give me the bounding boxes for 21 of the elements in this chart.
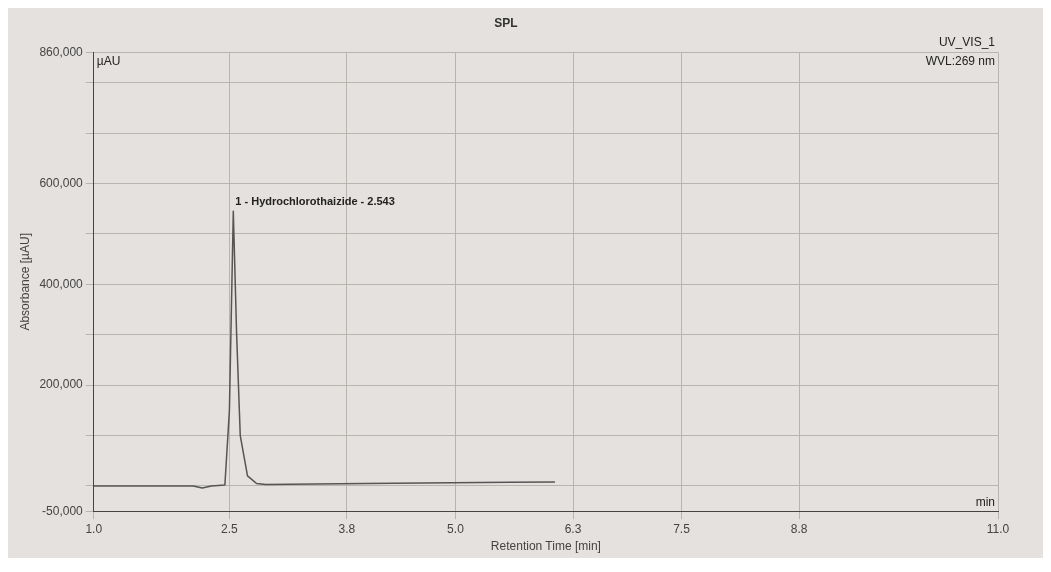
x-tick-label: 3.8 — [338, 521, 356, 536]
x-tick-label: 11.0 — [986, 521, 1010, 536]
x-tick-label: 5.0 — [447, 521, 465, 536]
x-tick-label: 1.0 — [85, 521, 103, 536]
x-tick-label: 6.3 — [564, 521, 582, 536]
y-axis-title: Absorbance [µAU] — [17, 232, 32, 331]
x-tick-label: 7.5 — [673, 521, 691, 536]
y-tick-label: -50,000 — [42, 503, 84, 518]
y-tick-label: 600,000 — [39, 175, 84, 190]
text: UV_VIS_1 — [938, 34, 996, 49]
y-tick-label: 860,000 — [39, 44, 84, 59]
x-tick-label: 2.5 — [221, 521, 239, 536]
annotation: µAU — [96, 53, 121, 68]
annotation: WVL:269 nm — [925, 53, 995, 68]
chart-title: SPL — [494, 15, 518, 30]
annotation: 1 - Hydrochlorothaizide - 2.543 — [235, 194, 395, 207]
annotation: min — [975, 494, 995, 509]
y-tick-label: 400,000 — [39, 276, 84, 291]
x-tick-label: 8.8 — [790, 521, 808, 536]
x-axis-title: Retention Time [min] — [490, 539, 601, 554]
y-tick-label: 200,000 — [39, 377, 84, 392]
